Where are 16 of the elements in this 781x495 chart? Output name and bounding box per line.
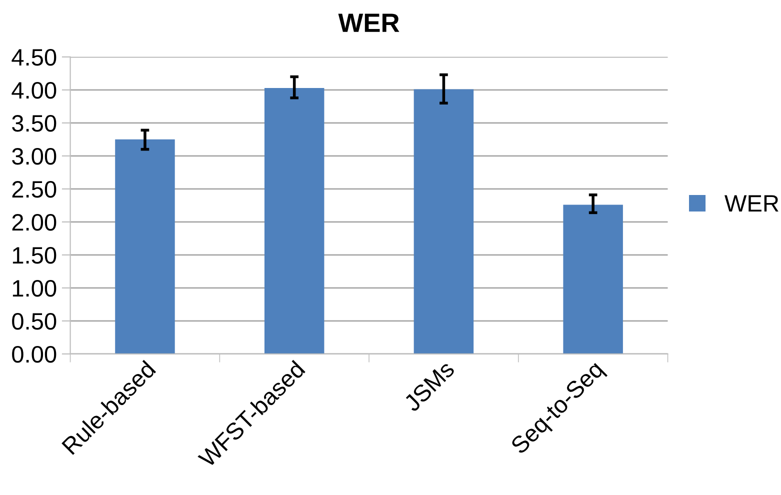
chart-title: WER [338, 14, 400, 32]
bar [264, 88, 324, 354]
y-tick-label: 4.00 [12, 82, 56, 99]
y-tick-label: 3.00 [12, 148, 56, 165]
bar [563, 204, 623, 354]
y-tick-label: 4.50 [12, 48, 56, 66]
legend-label: WER [724, 195, 778, 212]
bar [414, 89, 474, 354]
y-tick-label: 1.50 [12, 246, 56, 264]
y-tick-label: 0.00 [12, 346, 56, 363]
y-tick-label: 3.50 [12, 114, 56, 132]
y-tick-label: 1.00 [12, 280, 56, 297]
bar [115, 139, 175, 354]
y-tick-label: 2.50 [12, 180, 56, 198]
y-tick-label: 2.00 [12, 214, 56, 231]
y-tick-label: 0.50 [12, 312, 56, 330]
